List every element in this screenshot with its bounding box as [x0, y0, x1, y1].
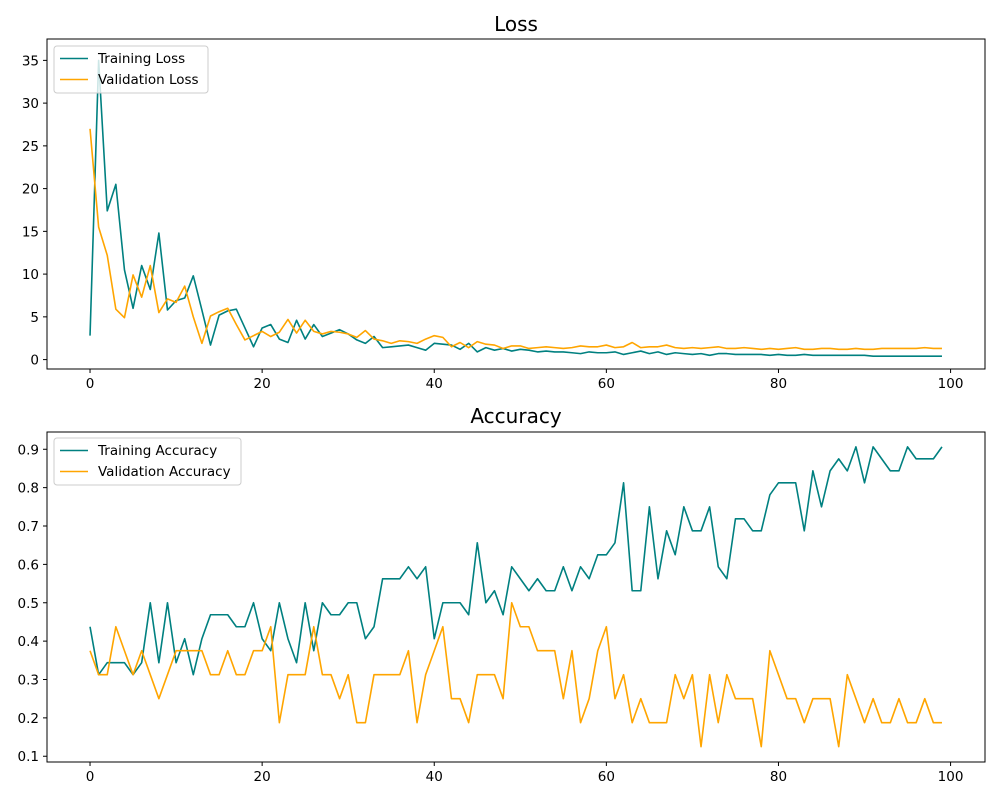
accuracy-chart: Accuracy 0 20 40 60 80 100 0.1 0.2 0.3 0.4 0.5 0.6 0…	[18, 404, 986, 785]
loss-xtick-label: 40	[426, 376, 443, 392]
legend-label-validation-accuracy: Validation Accuracy	[98, 464, 231, 480]
loss-ytick-label: 15	[22, 224, 39, 240]
accuracy-ytick-label: 0.1	[18, 749, 39, 765]
series-line-training-loss	[89, 59, 942, 357]
loss-xtick-label: 20	[254, 376, 271, 392]
loss-legend: Training Loss Validation Loss	[53, 45, 209, 94]
loss-xtick-label: 0	[86, 376, 95, 392]
accuracy-xtick-label: 0	[86, 769, 95, 785]
accuracy-ytick-label: 0.3	[18, 673, 39, 689]
accuracy-ytick-label: 0.4	[18, 634, 39, 650]
loss-plot-frame	[46, 38, 986, 370]
loss-ytick-label: 0	[30, 353, 39, 369]
accuracy-ytick-label: 0.2	[18, 711, 39, 727]
series-line-validation-loss	[89, 128, 942, 351]
loss-xtick-label: 60	[598, 376, 615, 392]
accuracy-xtick-label: 40	[426, 769, 443, 785]
accuracy-xtick-label: 20	[254, 769, 271, 785]
accuracy-ytick-label: 0.6	[18, 557, 39, 573]
accuracy-ytick-label: 0.7	[18, 519, 39, 535]
loss-ytick-label: 20	[22, 182, 39, 198]
accuracy-plot-frame	[46, 431, 986, 763]
loss-ytick-label: 10	[22, 267, 39, 283]
loss-ytick-label: 5	[30, 310, 39, 326]
loss-xtick-label: 80	[770, 376, 787, 392]
loss-ytick-label: 25	[22, 139, 39, 155]
series-line-training-accuracy	[89, 446, 943, 676]
loss-legend-box	[53, 45, 209, 94]
accuracy-ytick-label: 0.5	[18, 596, 39, 612]
accuracy-ytick-label: 0.9	[18, 442, 39, 458]
legend-label-training-accuracy: Training Accuracy	[97, 443, 217, 459]
series-line-validation-accuracy	[89, 601, 942, 748]
loss-ytick-label: 30	[22, 96, 39, 112]
legend-label-validation-loss: Validation Loss	[98, 72, 199, 88]
accuracy-xtick-label: 60	[598, 769, 615, 785]
accuracy-ytick-label: 0.8	[18, 481, 39, 497]
loss-chart-title: Loss	[494, 12, 538, 36]
loss-ytick-label: 35	[22, 53, 39, 69]
loss-chart: Loss 0 20 40 60 80 100 0 5 10 15 20 25 30 35 Training…	[22, 12, 986, 392]
accuracy-xtick-label: 80	[770, 769, 787, 785]
loss-xtick-label: 100	[938, 376, 964, 392]
accuracy-chart-title: Accuracy	[470, 404, 561, 428]
accuracy-legend-box	[53, 437, 242, 486]
accuracy-legend: Training Accuracy Validation Accuracy	[53, 437, 242, 486]
accuracy-xtick-label: 100	[938, 769, 964, 785]
legend-label-training-loss: Training Loss	[97, 51, 185, 67]
